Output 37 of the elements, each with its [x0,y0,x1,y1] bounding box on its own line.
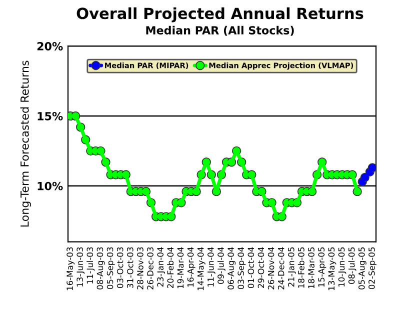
x-tick-label: 16-May-03 [66,247,75,290]
x-tick-label: 19-Mar-04 [177,247,184,288]
x-tick-label: 24-Dec-04 [278,247,284,290]
x-tick-label: 23-Jan-04 [157,247,166,287]
x-tick-label: 26-Nov-04 [268,247,274,290]
x-tick-label: 18-Mar-05 [308,247,314,288]
x-tick-label: 26-Dec-03 [147,247,154,290]
x-tick-label: 05-Aug-05 [358,247,366,290]
x-tick-label: 13-May-05 [328,247,336,290]
x-tick-label: 20-Feb-04 [167,247,174,288]
x-tick-label: 02-Sep-05 [368,247,376,290]
x-tick-label: 29-Oct-04 [258,247,264,288]
x-tick-label: 14-May-04 [197,247,206,290]
x-tick-label: 28-Nov-03 [137,247,144,290]
x-tick-label: 15-Apr-05 [318,247,326,287]
y-tick-label: 20% [37,42,63,50]
x-tick-label: 08-Aug-03 [96,247,105,290]
x-tick-label: 03-Oct-03 [116,247,124,288]
y-axis-title: Long-Term Forecasted Returns [20,60,31,227]
x-tick-label: 06-Aug-04 [228,247,236,290]
x-tick-label: 08-Jul-05 [348,247,356,284]
x-tick-label: 11-Jun-04 [208,247,216,286]
chart-subtitle: Median PAR (All Stocks) [146,26,294,36]
x-tick-label: 09-Jul-04 [217,247,226,284]
y-tick-label: 15% [38,112,63,120]
x-tick-label: 16-Apr-04 [187,247,196,287]
x-tick-label: 13-Jun-03 [76,247,85,286]
y-tick-label: 10% [38,182,63,190]
x-tick-label: 21-Jan-05 [288,247,296,287]
x-tick-label: 31-Oct-03 [127,247,134,288]
x-tick-label: 01-Oct-04 [248,247,254,288]
x-tick-label: 03-Sep-04 [238,247,246,290]
x-tick-label: 11-Jul-03 [86,247,95,284]
x-tick-label: 10-Jun-05 [338,247,346,286]
chart-title: Overall Projected Annual Returns [76,7,364,22]
x-tick-label: 18-Feb-05 [298,247,304,288]
x-tick-label: 05-Sep-03 [106,247,115,290]
